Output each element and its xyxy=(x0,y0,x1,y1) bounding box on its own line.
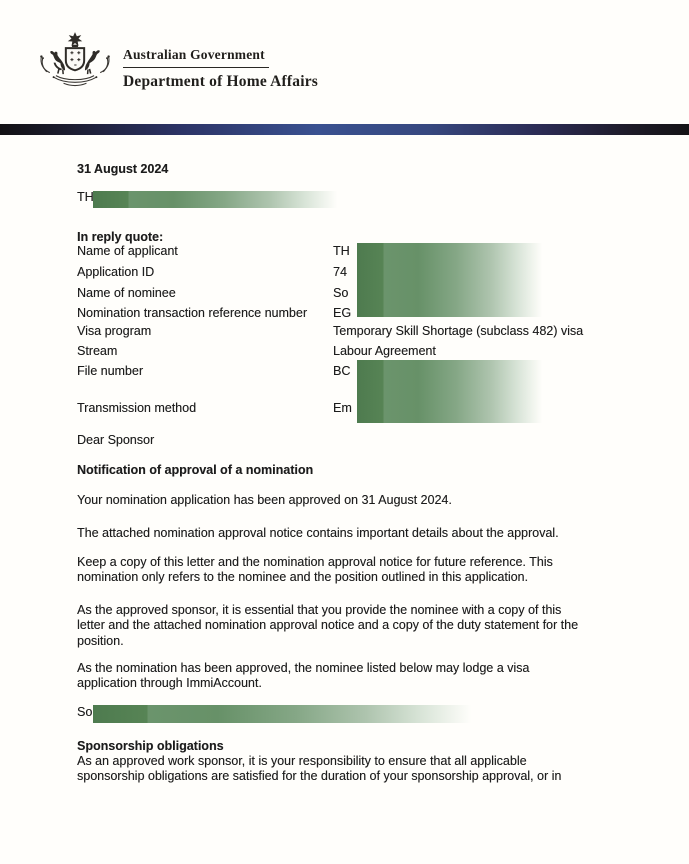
field-value: 74 xyxy=(333,265,347,279)
reply-quote-label: In reply quote: xyxy=(77,230,164,244)
field-row-nomination-trn: Nomination transaction reference number … xyxy=(77,306,351,326)
field-row-application-id: Application ID 74 xyxy=(77,265,347,285)
paragraph-attached-notice: The attached nomination approval notice … xyxy=(77,526,559,540)
kangaroo-icon xyxy=(50,50,66,75)
field-row-nominee: Name of nominee So xyxy=(77,286,348,306)
salutation: Dear Sponsor xyxy=(77,433,155,447)
field-row-applicant: Name of applicant TH xyxy=(77,244,350,264)
field-value: EG xyxy=(333,306,352,320)
field-value: Em xyxy=(333,401,352,415)
department-title: Department of Home Affairs xyxy=(123,73,319,90)
shield-icon xyxy=(64,47,86,72)
paragraph-keep-copy: Keep a copy of this letter and the nomin… xyxy=(77,555,553,585)
paragraph-approved: Your nomination application has been app… xyxy=(77,493,452,507)
field-label: Visa program xyxy=(77,324,152,338)
letter-date: 31 August 2024 xyxy=(77,162,169,176)
field-row-transmission-method: Transmission method Em xyxy=(77,401,352,421)
field-label: Name of applicant xyxy=(77,244,178,258)
obligations-text: As an approved work sponsor, it is your … xyxy=(77,754,562,784)
paragraph-lodge-visa: As the nomination has been approved, the… xyxy=(77,661,530,691)
field-label: Name of nominee xyxy=(77,286,176,300)
field-label: Stream xyxy=(77,344,118,358)
field-value: Labour Agreement xyxy=(333,344,436,358)
letter-heading: Notification of approval of a nomination xyxy=(77,463,314,477)
field-value: So xyxy=(333,286,349,300)
field-value: Temporary Skill Shortage (subclass 482) … xyxy=(333,324,584,338)
wattle-ornament-icon xyxy=(40,56,110,87)
commonwealth-star-icon xyxy=(67,32,83,47)
field-row-stream: Stream Labour Agreement xyxy=(77,344,436,364)
field-label: Transmission method xyxy=(77,401,197,415)
wattle-dots-icon xyxy=(40,55,110,79)
field-row-file-number: File number BC xyxy=(77,364,350,384)
redaction-block-upper xyxy=(357,243,548,317)
field-label: Application ID xyxy=(77,265,155,279)
emu-icon xyxy=(84,50,100,75)
redaction-block-lower xyxy=(357,360,548,423)
redaction-bar-recipient xyxy=(93,191,345,208)
field-label: Nomination transaction reference number xyxy=(77,306,307,320)
government-title: Australian Government xyxy=(123,47,265,62)
header-band xyxy=(0,124,689,135)
field-value: TH xyxy=(333,244,350,258)
nominee-name: So xyxy=(77,705,93,719)
header-divider xyxy=(123,67,269,68)
paragraph-provide-nominee: As the approved sponsor, it is essential… xyxy=(77,603,579,648)
redaction-bar-nominee xyxy=(93,705,483,723)
field-row-visa-program: Visa program Temporary Skill Shortage (s… xyxy=(77,324,583,344)
header-titles: Australian Government Department of Home… xyxy=(123,47,318,91)
obligations-heading: Sponsorship obligations xyxy=(77,739,224,753)
australian-coat-of-arms-icon xyxy=(40,32,110,87)
field-value: BC xyxy=(333,364,351,378)
field-label: File number xyxy=(77,364,143,378)
